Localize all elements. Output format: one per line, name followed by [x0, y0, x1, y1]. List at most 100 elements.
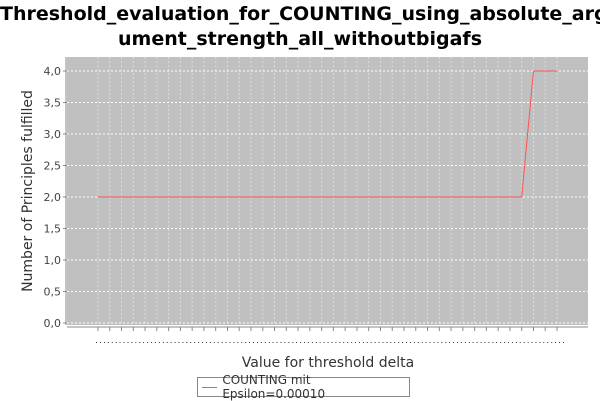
x-tick-label: [406, 342, 407, 343]
x-tick-label: [374, 342, 376, 343]
x-tick-label: [209, 342, 211, 343]
x-tick-label: [476, 342, 478, 343]
x-tick-label: [280, 342, 282, 343]
x-tick-label: [190, 342, 192, 343]
x-tick-label: [339, 342, 341, 343]
x-gridlines: [97, 57, 558, 325]
x-tick-label: [343, 342, 345, 343]
x-tick-label: [417, 342, 419, 343]
plot-area: [67, 57, 588, 325]
x-tick-label: [107, 342, 109, 343]
x-tick-label: [523, 342, 525, 343]
x-tick-label: [531, 342, 533, 343]
x-tick-label: [131, 342, 133, 343]
y-axis-label: Number of Principles fulfilled: [20, 90, 36, 292]
y-tick-label: 3,5: [44, 97, 62, 110]
y-tick-label: 0,0: [44, 317, 62, 330]
x-tick-label: [563, 342, 564, 343]
x-tick-label: [402, 342, 403, 343]
x-tick-label: [229, 342, 231, 343]
x-tick-label: [468, 342, 470, 343]
x-tick-label: [182, 342, 184, 343]
x-tick-label: [288, 342, 290, 343]
x-axis-label: Value for threshold delta: [242, 355, 414, 371]
x-tick-label: [331, 342, 333, 343]
x-tick-label: [300, 342, 302, 343]
x-tick-label: [213, 342, 215, 343]
y-tick-label: 0,5: [44, 286, 62, 299]
x-tick-label: [398, 342, 400, 343]
x-tick-label: [319, 342, 321, 343]
x-tick-label: [151, 342, 153, 343]
x-tick-label: [559, 342, 560, 343]
x-tick-label: [543, 342, 545, 343]
x-tick-label: [500, 342, 502, 343]
x-tick-label: [527, 342, 529, 343]
x-tick-label: [143, 342, 145, 343]
x-tick-label: [154, 342, 156, 343]
x-tick-label: [413, 342, 415, 343]
x-tick-label: [492, 342, 494, 343]
x-tick-label: [390, 342, 392, 343]
legend-swatch: [202, 386, 218, 388]
x-tick-label: [221, 342, 223, 343]
x-tick-label: [315, 342, 317, 343]
x-tick-label: [515, 342, 517, 343]
x-tick-label: [507, 342, 509, 343]
x-tick-label: [347, 342, 349, 343]
x-tick-label: [100, 342, 101, 343]
x-tick-label: [253, 342, 254, 343]
x-tick-label: [362, 342, 364, 343]
x-tick-label: [135, 342, 137, 343]
x-tick-label: [366, 342, 368, 343]
x-tick-label: [547, 342, 549, 343]
x-tick-label: [453, 342, 455, 343]
legend-label: COUNTING mit Epsilon=0.00010: [222, 373, 326, 401]
y-axis: 0,0 0,5 1,0 1,5 2,0 2,5 3,0 3,5 4,0: [44, 57, 67, 330]
chart-title-line-1: Threshold_evaluation_for_COUNTING_using_…: [0, 3, 600, 25]
x-tick-label: [535, 342, 537, 343]
x-tick-label: [249, 342, 250, 343]
x-tick-label: [296, 342, 298, 343]
x-tick-label: [139, 342, 141, 343]
x-tick-label: [370, 342, 372, 343]
x-tick-label: [174, 342, 176, 343]
x-tick-label: [162, 342, 164, 343]
x-tick-label: [335, 342, 337, 343]
x-tick-label: [358, 342, 360, 343]
x-tick-label: [241, 342, 243, 343]
y-tick-label: 2,5: [44, 160, 62, 173]
x-tick-label: [115, 342, 117, 343]
x-tick-label: [437, 342, 439, 343]
x-tick-label: [119, 342, 121, 343]
x-tick-label: [158, 342, 160, 343]
x-tick-label: [378, 342, 380, 343]
x-tick-label: [441, 342, 443, 343]
x-tick-label: [268, 342, 270, 343]
x-tick-label: [496, 342, 498, 343]
x-tick-label: [327, 342, 329, 343]
x-tick-label: [304, 342, 306, 343]
x-tick-label: [284, 342, 286, 343]
x-tick-label: [511, 342, 513, 343]
x-tick-label: [111, 342, 113, 343]
x-tick-label: [555, 342, 556, 343]
x-tick-label: [272, 342, 274, 343]
x-tick-label: [464, 342, 466, 343]
x-tick-label: [104, 342, 105, 343]
y-tick-label: 1,5: [44, 223, 62, 236]
x-tick-label: [257, 342, 258, 343]
x-tick-label: [429, 342, 431, 343]
x-tick-label: [201, 342, 203, 343]
chart-title-line-2: ument_strength_all_withoutbigafs: [118, 28, 482, 50]
x-tick-label: [96, 342, 97, 343]
x-axis: [67, 326, 588, 343]
chart-title: Threshold_evaluation_for_COUNTING_using_…: [0, 2, 600, 52]
x-tick-label: [225, 342, 227, 343]
x-tick-label: [539, 342, 541, 343]
x-tick-label: [472, 342, 474, 343]
x-tick-label: [354, 342, 356, 343]
x-tick-label: [127, 342, 129, 343]
x-tick-label: [233, 342, 235, 343]
x-tick-label: [323, 342, 325, 343]
